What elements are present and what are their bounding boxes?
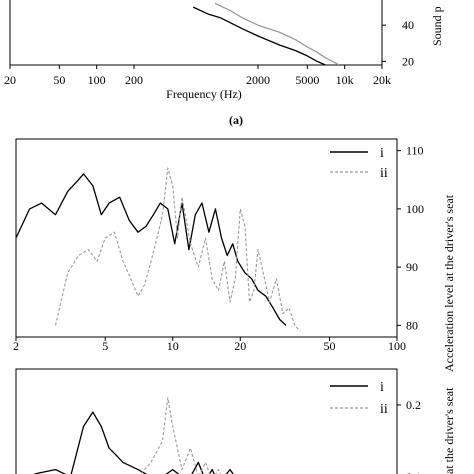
panel-b-y-ticks: 80 90 100 110 [397,144,424,332]
panel-c-frame [15,368,398,474]
panel-b: 2 5 10 20 50 100 80 90 100 110 Acceleration leve… [13,138,456,372]
x-tick-label: 200 [125,73,143,87]
panel-c: 0,1 0.2 at the driver's seat i ii [15,368,456,474]
panel-b-series-ii-line [54,167,301,332]
legend-label-ii: ii [380,402,388,417]
panel-c-series-i-line [33,411,234,474]
x-tick-label: 20 [4,73,16,87]
y-tick-label: 110 [406,144,424,158]
x-tick-label: 5 [102,339,108,353]
x-tick-label: 2 [13,339,19,353]
panel-b-x-ticks: 2 5 10 20 50 100 [13,337,406,353]
legend-label-i: i [380,380,384,395]
x-tick-label: 50 [53,73,65,87]
panel-b-series-i-line [16,173,287,326]
y-tick-label: 80 [406,318,418,332]
y-tick-label: 0.2 [406,398,421,412]
x-tick-label: 100 [88,73,106,87]
x-tick-label: 20 [234,339,246,353]
panel-c-y-label: at the driver's seat [442,387,456,474]
panel-b-series [16,167,301,332]
x-tick-label: 2000 [246,73,270,87]
panel-b-y-label: Acceleration level at the driver's seat [442,194,456,372]
y-tick-label: 40 [402,18,414,32]
panel-a-frame [9,0,383,66]
panel-c-series [33,397,234,474]
panel-a-x-ticks: 20 50 100 200 2000 5000 10k 20k [4,65,391,87]
panel-a-series-2-line [214,2,340,65]
panel-a-x-label: Frequency (Hz) [166,87,242,101]
y-tick-label: 20 [402,54,414,68]
panel-b-legend: i ii [330,146,388,181]
panel-c-series-ii-line [139,397,221,474]
panel-a-series-1-line [192,6,326,65]
panel-a-y-label: Sound p [430,6,444,46]
x-tick-label: 5000 [295,73,319,87]
legend-label-i: i [380,146,384,161]
legend-label-ii: ii [380,166,388,181]
x-tick-label: 10 [167,339,179,353]
y-tick-label: 0,1 [406,470,421,474]
y-tick-label: 100 [406,202,424,216]
panel-c-legend: i ii [330,380,388,417]
panel-a-series [192,2,340,65]
x-tick-label: 10k [336,73,354,87]
x-tick-label: 20k [373,73,391,87]
panel-b-frame [15,138,398,338]
x-tick-label: 100 [388,339,406,353]
y-tick-label: 90 [406,260,418,274]
x-tick-label: 50 [323,339,335,353]
panel-a-caption: (a) [229,113,243,127]
panel-c-y-ticks: 0,1 0.2 [397,398,421,474]
